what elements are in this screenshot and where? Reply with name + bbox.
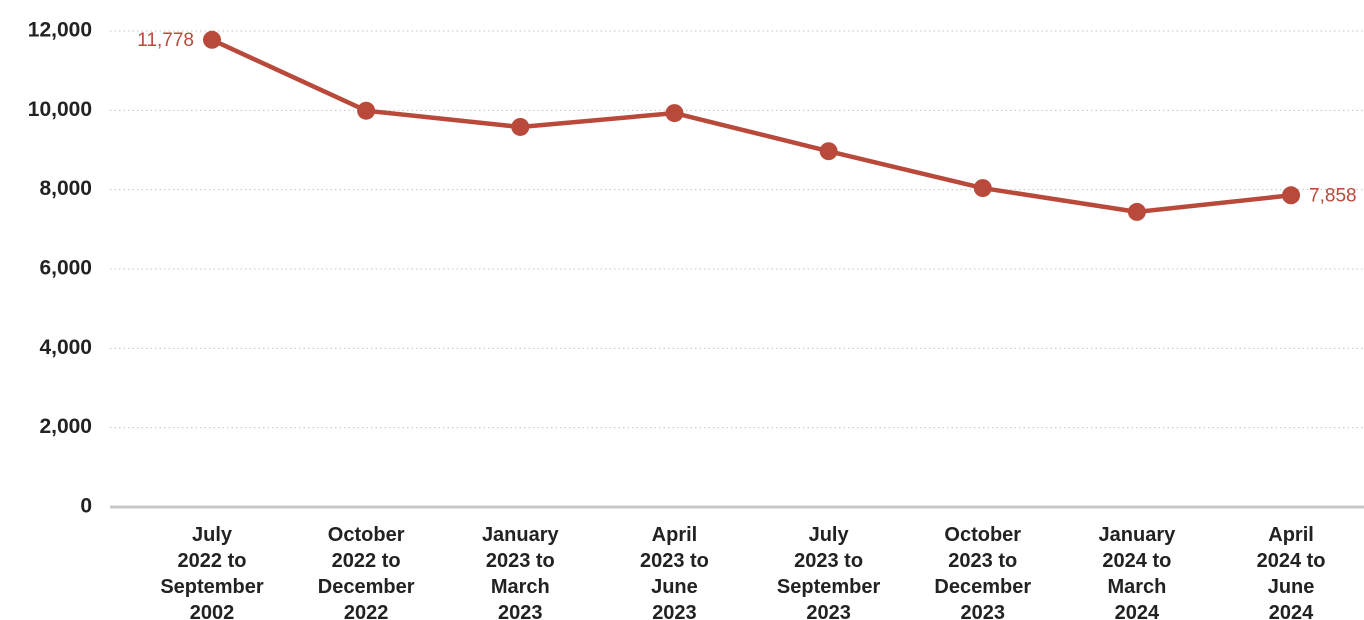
x-tick-label: October 2023 to December 2023: [934, 524, 1032, 620]
point: [1127, 202, 1146, 221]
x-tick-label: October 2022 to December 2022: [317, 524, 415, 620]
x-tick-label: January 2023 to March 2023: [481, 524, 559, 620]
point: [203, 30, 221, 49]
line: [211, 37, 1292, 215]
x-tick-label: July 2022 to September 2002: [160, 524, 264, 620]
x-tick-label: April 2024 to June 2024: [1256, 524, 1326, 620]
data-label: 7,858: [1309, 185, 1357, 206]
y-tick-label: 0: [80, 495, 92, 518]
data-label: 11,778: [137, 30, 194, 51]
y-tick-label: 2,000: [39, 415, 92, 438]
y-tick-label: 4,000: [39, 336, 92, 359]
x-tick-label: January 2024 to March 2024: [1098, 524, 1176, 620]
point: [819, 142, 838, 161]
x-tick-label: July 2023 to September 2023: [776, 524, 881, 620]
y-tick-label: 12,000: [28, 19, 92, 42]
y-tick-label: 8,000: [39, 177, 92, 200]
x-tick-label: April 2023 to June 2023: [639, 524, 709, 620]
point: [511, 117, 530, 136]
y-tick-label: 6,000: [39, 257, 92, 280]
y-tick-label: 10,000: [28, 98, 92, 121]
point: [973, 179, 992, 198]
point: [357, 101, 376, 120]
point: [665, 104, 684, 123]
point: [1282, 186, 1301, 205]
